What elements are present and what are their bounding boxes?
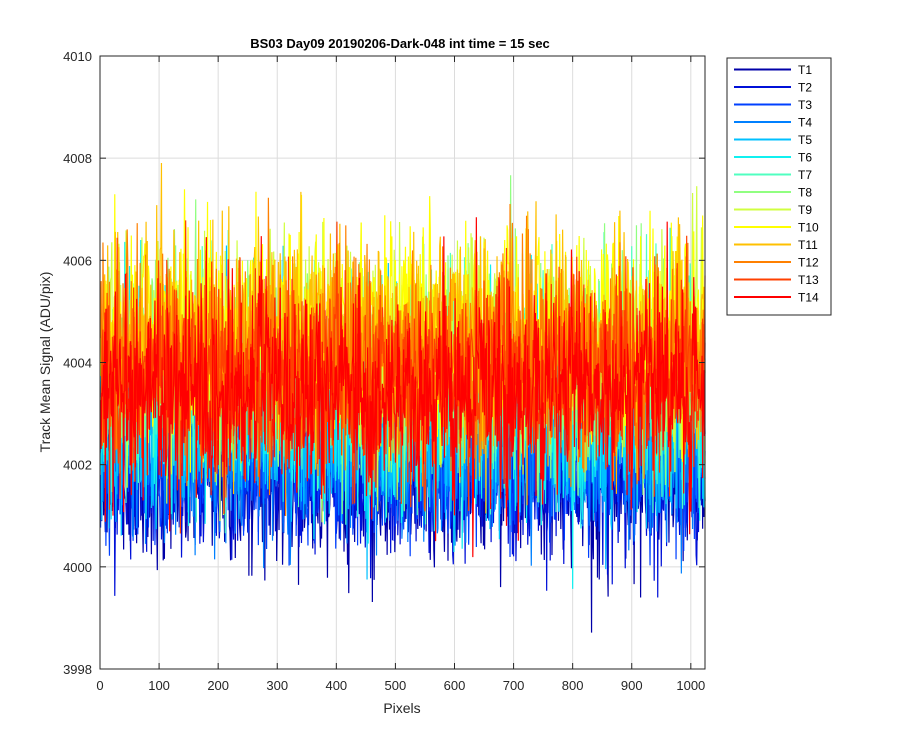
plot-area: 0 100 200 300 400 500 600 700 800 900 1000 3998 400… — [63, 49, 706, 693]
x-axis-label: Pixels — [383, 700, 420, 716]
legend-label: T3 — [798, 98, 812, 112]
x-tick-label: 100 — [148, 678, 170, 693]
x-tick-label: 500 — [385, 678, 407, 693]
legend-box — [726, 57, 832, 316]
y-axis-ticks: 3998 4000 4002 4004 4006 4008 4010 — [63, 49, 705, 677]
x-tick-label: 300 — [266, 678, 288, 693]
chart-title: BS03 Day09 20190206-Dark-048 int time = … — [250, 36, 550, 51]
legend-label: T1 — [798, 63, 812, 77]
y-tick-label: 4002 — [63, 458, 92, 473]
legend-label: T10 — [798, 221, 819, 235]
y-tick-label: 3998 — [63, 662, 92, 677]
legend-label: T11 — [798, 238, 818, 252]
series-group — [99, 163, 706, 633]
y-axis-label: Track Mean Signal (ADU/pix) — [37, 272, 53, 453]
legend-label: T5 — [798, 133, 812, 147]
x-tick-label: 700 — [503, 678, 525, 693]
y-tick-label: 4008 — [63, 151, 92, 166]
x-tick-label: 800 — [562, 678, 584, 693]
legend: T1 T2 T3 T4 T5 T6 T7 T8 T9 T10 T11 T12 T13 T14 — [726, 57, 832, 316]
legend-label: T4 — [798, 116, 812, 130]
y-tick-label: 4006 — [63, 253, 92, 268]
y-tick-label: 4004 — [63, 356, 92, 371]
legend-label: T7 — [798, 168, 812, 182]
series-line-t14 — [99, 217, 706, 558]
x-tick-label: 200 — [207, 678, 229, 693]
y-tick-label: 4010 — [63, 49, 92, 64]
x-tick-label: 400 — [325, 678, 347, 693]
legend-items: T1 T2 T3 T4 T5 T6 T7 T8 T9 T10 T11 T12 T13 T14 — [734, 63, 819, 305]
legend-label: T12 — [798, 256, 819, 270]
x-tick-label: 900 — [621, 678, 643, 693]
x-axis-ticks: 0 100 200 300 400 500 600 700 800 900 1000 — [96, 56, 705, 693]
x-tick-label: 1000 — [676, 678, 705, 693]
legend-label: T6 — [798, 151, 812, 165]
legend-label: T14 — [798, 291, 819, 305]
legend-label: T9 — [798, 203, 812, 217]
legend-label: T8 — [798, 186, 812, 200]
legend-label: T13 — [798, 273, 819, 287]
x-tick-label: 600 — [444, 678, 466, 693]
legend-label: T2 — [798, 81, 812, 95]
x-tick-label: 0 — [96, 678, 103, 693]
y-tick-label: 4000 — [63, 560, 92, 575]
